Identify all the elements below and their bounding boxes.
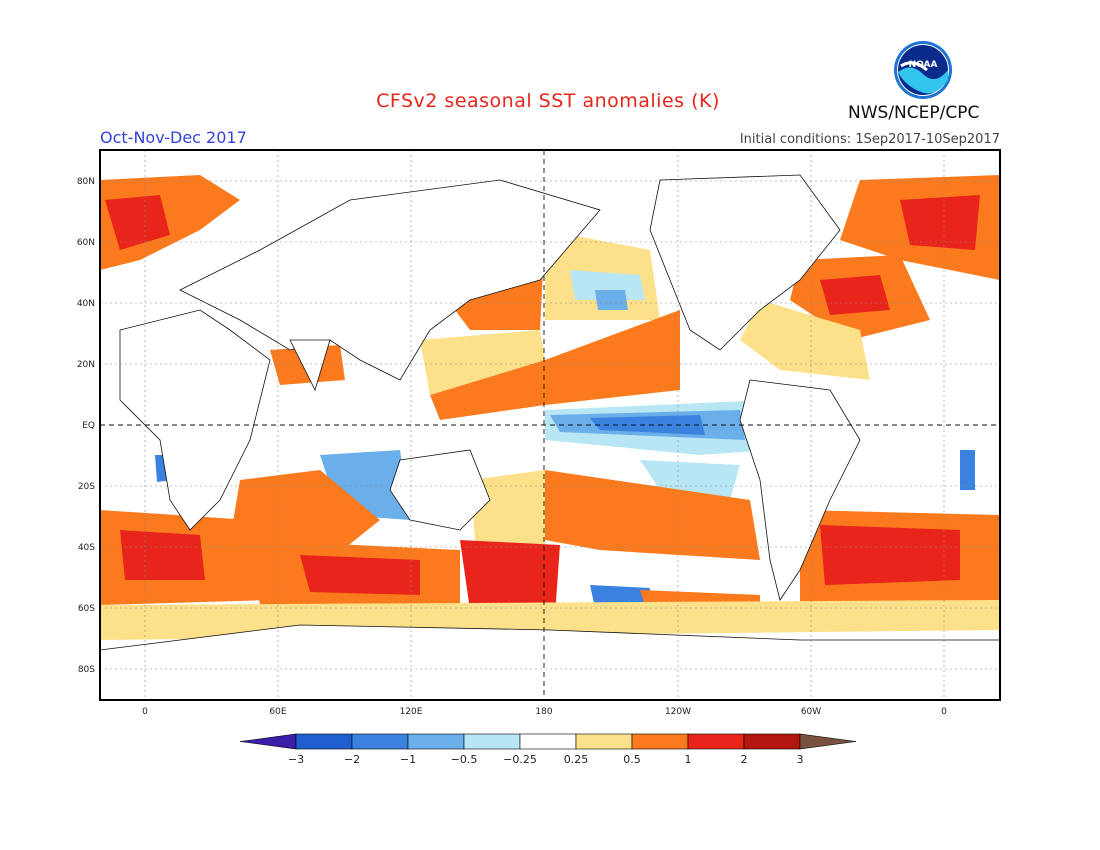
- initial-conditions-label: Initial conditions: 1Sep2017-10Sep2017: [739, 132, 1000, 147]
- lat-label: 20N: [77, 360, 95, 370]
- lat-label: 60S: [78, 604, 95, 614]
- lon-label: 180: [535, 707, 552, 717]
- lat-label: 20S: [78, 482, 95, 492]
- longitude-labels: 0 60E 120E 180 120W 60W 0: [142, 707, 947, 717]
- noaa-logo-icon: NOAA: [894, 41, 952, 99]
- colorbar-swatch: [295, 733, 353, 750]
- colorbar-label: −3: [288, 753, 304, 766]
- lat-label: EQ: [82, 421, 95, 431]
- colorbar-label: 2: [741, 753, 748, 766]
- colorbar-label: 3: [797, 753, 804, 766]
- lon-label: 60E: [269, 707, 286, 717]
- colorbar-label: 1: [685, 753, 692, 766]
- map-title: CFSv2 seasonal SST anomalies (K): [376, 90, 720, 112]
- colorbar-swatch: [687, 733, 745, 750]
- colorbar-arrow-low: [239, 733, 297, 750]
- coastlines: [100, 174, 1000, 700]
- colorbar-label: 0.5: [623, 753, 641, 766]
- lon-label: 120W: [665, 707, 691, 717]
- colorbar-label: −0.5: [451, 753, 478, 766]
- colorbar-swatch: [463, 733, 521, 750]
- colorbar-swatch: [743, 733, 801, 750]
- season-label: Oct-Nov-Dec 2017: [100, 128, 247, 147]
- lon-label: 120E: [400, 707, 423, 717]
- colorbar-swatch: [351, 733, 409, 750]
- lon-label: 0: [941, 707, 947, 717]
- colorbar: −3 −2 −1 −0.5 −0.25 0.25 0.5 1 2 3: [239, 733, 857, 766]
- logo-text: NOAA: [909, 60, 938, 70]
- colorbar-swatch: [575, 733, 633, 750]
- colorbar-label: −2: [344, 753, 360, 766]
- colorbar-swatch: [631, 733, 689, 750]
- colorbar-swatch: [519, 733, 577, 750]
- lon-label: 60W: [801, 707, 821, 717]
- colorbar-label: −0.25: [503, 753, 537, 766]
- lat-label: 40N: [77, 299, 95, 309]
- colorbar-swatch: [407, 733, 465, 750]
- colorbar-arrow-high: [799, 733, 857, 750]
- map-frame: [99, 149, 1001, 701]
- lon-label: 0: [142, 707, 148, 717]
- lat-label: 40S: [78, 543, 95, 553]
- lat-label: 80S: [78, 665, 95, 675]
- colorbar-label: 0.25: [564, 753, 589, 766]
- lat-label: 80N: [77, 177, 95, 187]
- latitude-labels: 80N 60N 40N 20N EQ 20S 40S 60S 80S: [77, 177, 95, 675]
- colorbar-label: −1: [400, 753, 416, 766]
- agency-label: NWS/NCEP/CPC: [848, 103, 980, 123]
- lat-label: 60N: [77, 238, 95, 248]
